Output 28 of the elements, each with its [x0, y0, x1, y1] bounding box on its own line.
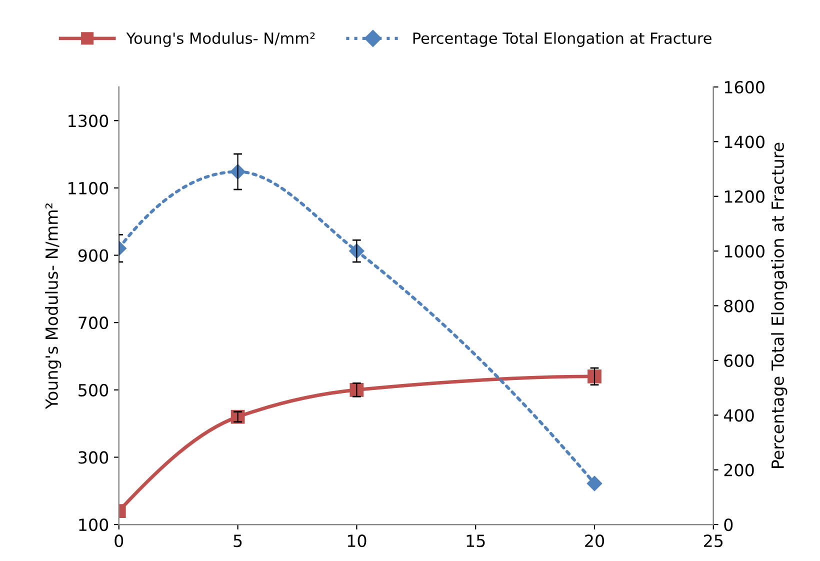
x-tick-label: 20: [585, 534, 604, 548]
x-tick-label: 10: [348, 534, 366, 548]
y2-tick-label: 400: [724, 409, 754, 422]
y-tick-label: 1100: [68, 182, 108, 195]
y-axis-title: Young's Modulus- N/mm²: [45, 204, 62, 410]
y2-tick-label: 1000: [724, 245, 764, 258]
x-tick-label: 15: [466, 534, 485, 548]
x-tick-label: 0: [114, 534, 124, 548]
y-tick-label: 100: [79, 518, 108, 532]
point: [588, 369, 602, 384]
y-tick-label: 300: [78, 451, 108, 464]
y-tick-label: 500: [78, 384, 108, 396]
y2-tick-label: 600: [724, 354, 754, 368]
legend-label: Young's Modulus- N/mm²: [126, 32, 315, 47]
y-tick-label: 700: [78, 316, 108, 330]
y-tick-label: 1300: [68, 114, 108, 128]
y2-axis-title: Percentage Total Elongation at Fracture: [771, 142, 788, 468]
y2-tick-label: 800: [724, 300, 754, 312]
x-tick-label: 25: [704, 534, 723, 548]
y-tick-label: 900: [78, 249, 108, 262]
y2-tick-label: 0: [724, 518, 733, 532]
legend-label: Percentage Total Elongation at Fracture: [413, 32, 712, 47]
point: [586, 476, 602, 492]
x-tick-label: 5: [234, 534, 242, 548]
y2-tick-label: 1600: [724, 80, 764, 94]
y2-tick-label: 1200: [724, 190, 764, 203]
y2-tick-label: 1400: [724, 136, 764, 148]
y2-tick-label: 200: [724, 464, 754, 476]
